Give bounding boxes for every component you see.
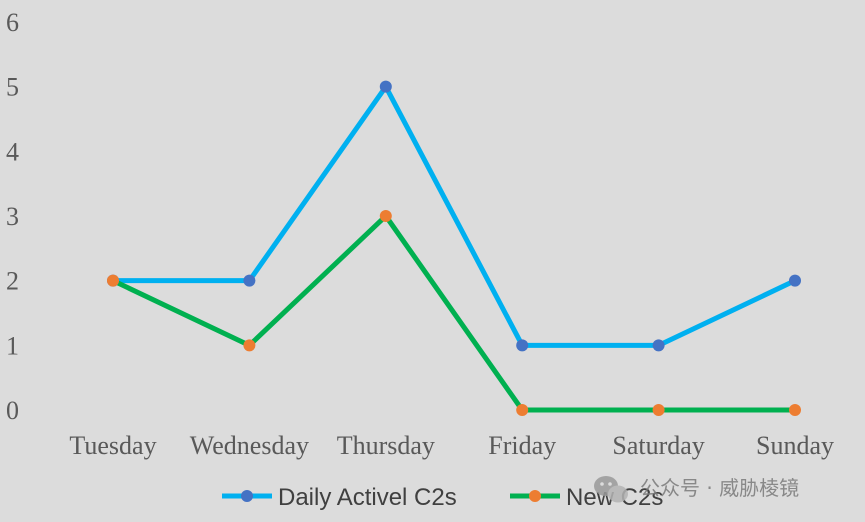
watermark: 公众号 · 威胁棱镜 bbox=[594, 476, 799, 503]
data-point-new-c2s-saturday bbox=[652, 404, 665, 416]
wechat-icon bbox=[594, 476, 628, 503]
y-tick-label-0: 0 bbox=[6, 396, 19, 425]
data-point-new-c2s-wednesday bbox=[243, 339, 256, 352]
x-tick-label-sunday: Sunday bbox=[756, 431, 834, 460]
y-tick-label-4: 4 bbox=[6, 137, 19, 166]
data-point-new-c2s-friday bbox=[516, 404, 529, 416]
data-point-daily-activel-c2s-saturday bbox=[652, 339, 665, 352]
y-tick-label-5: 5 bbox=[6, 73, 19, 102]
x-tick-label-saturday: Saturday bbox=[612, 431, 704, 460]
y-tick-label-6: 6 bbox=[6, 8, 19, 37]
x-axis-ticks: Tuesday Wednesday Thursday Friday Saturday Su… bbox=[69, 431, 834, 460]
data-point-new-c2s-tuesday bbox=[107, 274, 119, 287]
data-point-new-c2s-thursday bbox=[379, 210, 392, 222]
data-point-new-c2s-sunday bbox=[789, 404, 801, 416]
y-tick-label-3: 3 bbox=[6, 202, 19, 231]
y-tick-label-1: 1 bbox=[6, 331, 19, 360]
y-tick-label-2: 2 bbox=[6, 267, 19, 296]
data-point-daily-activel-c2s-wednesday bbox=[243, 274, 256, 287]
series-line-daily-activel-c2s bbox=[110, 84, 798, 348]
data-point-daily-activel-c2s-thursday bbox=[379, 80, 392, 93]
x-tick-label-thursday: Thursday bbox=[337, 431, 435, 460]
data-point-daily-activel-c2s-sunday bbox=[789, 274, 801, 287]
y-axis-ticks: 0 1 2 3 4 5 6 bbox=[6, 8, 19, 425]
legend-label-daily-activel-c2s: Daily Activel C2s bbox=[278, 484, 457, 511]
data-point-daily-activel-c2s-friday bbox=[516, 339, 529, 352]
watermark-text: 公众号 · 威胁棱镜 bbox=[640, 476, 799, 500]
x-tick-label-wednesday: Wednesday bbox=[190, 431, 309, 460]
x-tick-label-tuesday: Tuesday bbox=[69, 431, 156, 460]
legend-item-daily-activel-c2s: Daily Activel C2s bbox=[222, 484, 457, 511]
series-layer bbox=[107, 80, 801, 416]
series-line-new-c2s bbox=[110, 213, 798, 413]
x-tick-label-friday: Friday bbox=[488, 431, 556, 460]
